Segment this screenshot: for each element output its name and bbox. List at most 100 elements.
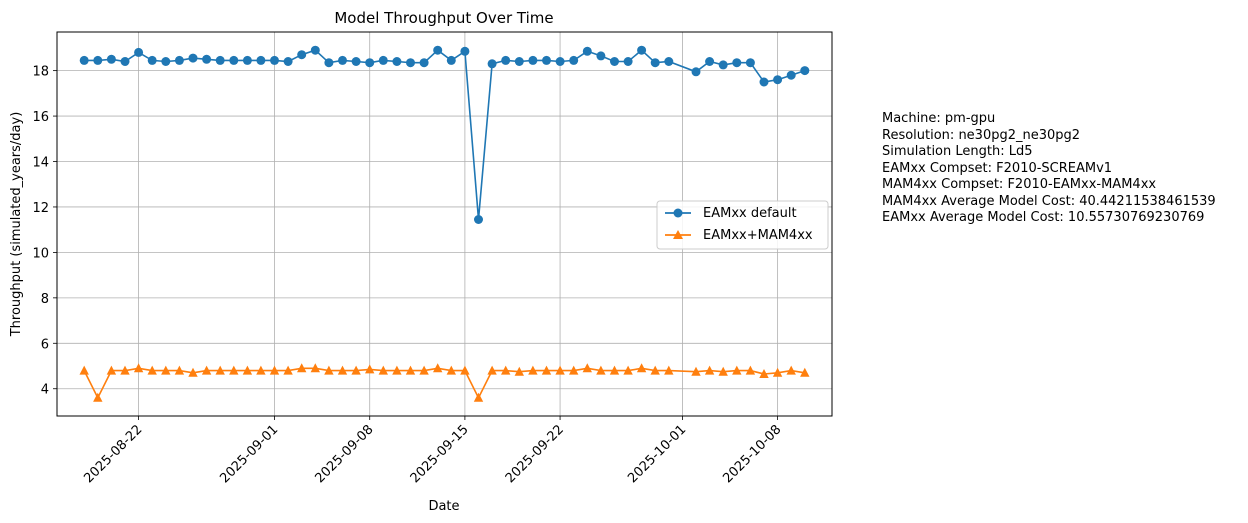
legend-label-eamxx: EAMxx default: [703, 206, 797, 221]
y-tick-label: 8: [41, 292, 49, 307]
axis-ticks: 4 6 8 10 12 14 16 18 2025-08-22 2025-09-01 2025-09…: [32, 65, 784, 487]
data-point: [215, 55, 225, 65]
data-point: [242, 365, 253, 375]
info-eamxx-cost: EAMxx Average Model Cost: 10.55730769230…: [882, 210, 1205, 225]
data-point: [596, 51, 606, 61]
x-tick-label: 2025-10-01: [625, 422, 689, 486]
data-point: [337, 365, 348, 375]
plot-frame: [56, 31, 833, 417]
data-point: [487, 365, 497, 375]
data-point: [474, 215, 483, 224]
data-point: [650, 58, 660, 68]
data-point: [351, 365, 361, 375]
data-point: [79, 55, 89, 65]
y-axis-label: Throughput (simulated_years/day): [9, 112, 24, 338]
data-point: [446, 55, 456, 65]
data-point: [569, 55, 579, 65]
data-point: [310, 45, 320, 55]
legend-box: [656, 200, 829, 250]
y-tick-label: 18: [32, 65, 49, 80]
data-point: [786, 365, 796, 375]
data-point: [174, 365, 185, 375]
run-info-text: Machine: pm-gpu Resolution: ne30pg2_ne30…: [882, 111, 1216, 227]
data-point: [134, 47, 144, 57]
data-point: [487, 59, 497, 69]
data-point: [759, 369, 769, 378]
x-axis-label: Date: [428, 499, 459, 514]
data-point: [800, 66, 810, 76]
info-eamxx-compset: EAMxx Compset: F2010-SCREAMv1: [882, 160, 1113, 176]
data-point: [133, 363, 144, 373]
info-machine: Machine: pm-gpu: [882, 111, 996, 126]
data-point: [528, 365, 538, 375]
data-point: [297, 363, 307, 373]
data-point: [636, 363, 647, 373]
data-point: [705, 57, 715, 66]
data-point: [365, 58, 375, 68]
x-tick-label: 2025-09-15: [408, 422, 472, 486]
data-point: [555, 365, 565, 375]
data-point: [106, 54, 116, 64]
data-point: [473, 392, 484, 402]
data-point: [378, 365, 388, 375]
data-point: [147, 365, 157, 375]
data-point: [664, 57, 674, 66]
data-point: [229, 365, 239, 375]
data-point: [650, 365, 660, 375]
data-point: [283, 57, 293, 66]
data-point: [704, 365, 715, 375]
x-tick-label: 2025-09-22: [503, 422, 567, 486]
data-point: [324, 58, 334, 68]
data-point: [691, 366, 701, 376]
x-tick-label: 2025-09-01: [217, 422, 281, 486]
data-point: [446, 365, 456, 375]
data-point: [637, 45, 647, 55]
y-tick-label: 4: [41, 383, 49, 398]
data-point: [541, 365, 552, 375]
data-point: [501, 365, 511, 375]
data-point: [419, 365, 429, 375]
data-point: [201, 365, 212, 375]
data-point: [310, 363, 320, 373]
info-resolution: Resolution: ne30pg2_ne30pg2: [882, 127, 1081, 143]
x-tick-label: 2025-10-08: [720, 422, 784, 486]
data-point: [365, 364, 375, 374]
data-point: [596, 365, 606, 375]
data-point: [569, 365, 579, 375]
data-point: [732, 365, 742, 375]
data-point: [419, 58, 429, 68]
data-point: [582, 46, 592, 56]
data-point: [772, 367, 783, 377]
data-point: [324, 365, 334, 375]
data-point: [161, 57, 171, 66]
data-point: [269, 365, 280, 375]
data-point: [283, 365, 293, 375]
data-point: [174, 55, 184, 65]
x-tick-label: 2025-08-22: [81, 422, 145, 486]
series-layer: [79, 45, 810, 402]
data-point: [718, 366, 728, 376]
data-point: [460, 46, 470, 56]
data-point: [120, 57, 130, 66]
legend-marker-mam4xx: [673, 230, 683, 239]
legend-marker-eamxx: [673, 208, 683, 218]
info-mam4xx-compset: MAM4xx Compset: F2010-EAMxx-MAM4xx: [882, 177, 1157, 192]
info-sim-length: Simulation Length: Ld5: [882, 144, 1033, 159]
data-point: [351, 57, 361, 66]
data-point: [528, 55, 538, 65]
data-point: [93, 392, 103, 402]
legend-label-mam4xx: EAMxx+MAM4xx: [703, 228, 813, 243]
data-point: [392, 57, 402, 66]
data-point: [297, 50, 307, 60]
data-point: [582, 363, 592, 373]
data-point: [256, 55, 266, 65]
chart-title: Model Throughput Over Time: [334, 9, 553, 27]
info-mam4xx-cost: MAM4xx Average Model Cost: 40.4421153846…: [882, 193, 1216, 209]
y-tick-label: 14: [32, 156, 49, 171]
x-tick-label: 2025-09-08: [313, 422, 377, 486]
data-point: [786, 70, 796, 80]
data-point: [120, 365, 130, 375]
data-point: [392, 365, 402, 375]
data-point: [610, 57, 619, 66]
